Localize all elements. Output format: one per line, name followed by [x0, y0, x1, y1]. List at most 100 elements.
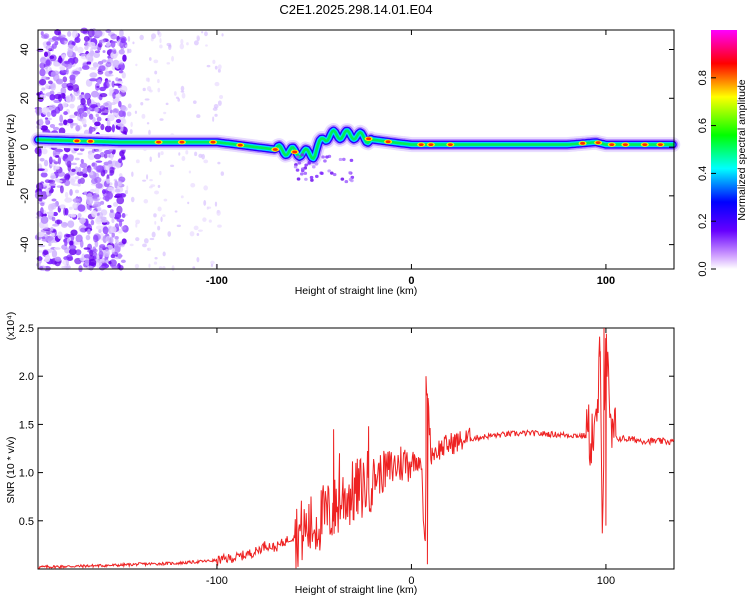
spectrogram-cell	[50, 175, 57, 179]
spectrogram-cell	[119, 192, 127, 198]
spectrogram-cell	[117, 253, 122, 259]
spectrogram-hotspot-core	[210, 140, 216, 144]
spectrogram-cell	[41, 236, 46, 240]
spectrogram-cell	[71, 162, 77, 166]
spectrogram-cell	[64, 61, 71, 65]
spectrogram-cell	[67, 44, 75, 49]
spectrogram-cell	[52, 126, 60, 131]
spectrogram-cell	[39, 68, 46, 77]
spectrogram-cell	[62, 259, 69, 266]
spectrogram-x-tick-label: -100	[206, 275, 228, 287]
spectrogram-cell	[139, 34, 144, 41]
spectrogram-cell	[118, 60, 124, 66]
spectrogram-cell	[94, 176, 102, 184]
spectrogram-cell	[327, 169, 331, 173]
spectrogram-cell	[59, 114, 64, 123]
spectrogram-hotspot-core	[428, 143, 434, 147]
spectrogram-cell	[48, 104, 57, 110]
spectrogram-cell	[118, 100, 122, 108]
spectrogram-cell	[72, 84, 80, 92]
spectrogram-cell	[111, 80, 115, 88]
spectrogram-cell	[89, 66, 97, 70]
spectrogram-cell	[157, 79, 160, 84]
spectrogram-y-tick-label: 40	[19, 43, 31, 55]
spectrogram-cell	[107, 114, 115, 122]
spectrogram-cell	[115, 93, 122, 99]
spectrogram-cell	[109, 166, 115, 174]
spectrogram-x-label: Height of straight line (km)	[295, 285, 418, 297]
colorbar-tick-label: 0.2	[697, 214, 709, 229]
spectrogram-cell	[153, 59, 159, 64]
spectrogram-cell	[116, 218, 125, 223]
spectrogram-cell	[41, 92, 47, 99]
spectrogram-cell	[50, 71, 56, 78]
spectrogram-cell	[206, 206, 209, 210]
spectrogram-cell	[143, 238, 149, 244]
spectrogram-cell	[153, 213, 157, 218]
spectrogram-cell	[114, 235, 119, 240]
spectrogram-cell	[135, 63, 138, 67]
spectrogram-hotspot-core	[447, 143, 453, 147]
snr-x-tick-label: 100	[597, 575, 615, 587]
spectrogram-cell	[111, 124, 115, 133]
spectrogram-cell	[106, 178, 110, 185]
spectrogram-cell	[111, 48, 117, 54]
spectrogram-cell	[181, 92, 186, 99]
spectrogram-cell	[85, 234, 91, 241]
snr-y-label: SNR (10 * v/v)	[5, 436, 17, 503]
spectrogram-cell	[44, 254, 51, 263]
spectrogram-cell	[154, 256, 158, 260]
spectrogram-cell	[110, 40, 116, 48]
spectrogram-cell	[48, 210, 54, 216]
spectrogram-cell	[62, 76, 68, 83]
spectrogram-cell	[121, 106, 128, 112]
spectrogram-cell	[51, 216, 56, 222]
spectrogram-cell	[154, 220, 157, 225]
snr-y-tick-label: 2.0	[19, 371, 34, 383]
spectrogram-cell	[96, 206, 102, 212]
spectrogram-hotspot-core	[580, 141, 586, 145]
spectrogram-cell	[300, 167, 305, 171]
spectrogram-cell	[63, 119, 68, 126]
spectrogram-cell	[40, 207, 44, 215]
spectrogram-cell	[38, 244, 46, 248]
spectrogram-cell	[208, 219, 212, 223]
spectrogram-cell	[98, 65, 106, 72]
spectrogram-cell	[304, 177, 308, 181]
spectrogram-cell	[323, 159, 327, 163]
spectrogram-cell	[95, 160, 103, 163]
spectrogram-cell	[79, 162, 88, 169]
spectrogram-cell	[101, 189, 106, 195]
snr-scale-label: (x10⁴)	[5, 312, 17, 340]
spectrogram-cell	[114, 242, 119, 249]
spectrogram-cell	[100, 209, 108, 216]
spectrogram-hotspot-core	[272, 148, 278, 151]
spectrogram-cell	[310, 178, 314, 182]
spectrogram-cell	[70, 229, 78, 236]
spectrogram-cell	[166, 62, 171, 65]
spectrogram-cell	[112, 108, 120, 114]
spectrogram-cell	[116, 80, 124, 85]
spectrogram-cell	[217, 68, 221, 73]
spectrogram-cell	[36, 182, 44, 191]
spectrogram-cell	[171, 55, 175, 62]
spectrogram-hotspot-core	[179, 140, 185, 144]
spectrogram-cell	[66, 254, 73, 261]
spectrogram-cell	[102, 81, 110, 89]
spectrogram-cell	[77, 204, 86, 212]
spectrogram-hotspot-core	[237, 143, 243, 147]
spectrogram-cell	[159, 170, 162, 176]
spectrogram-cell	[112, 91, 116, 99]
spectrogram-cell	[41, 148, 48, 155]
spectrogram-cell	[309, 175, 314, 180]
spectrogram-cell	[109, 211, 115, 219]
snr-y-tick-label: 2.5	[19, 323, 34, 335]
spectrogram-cell	[214, 201, 218, 207]
spectrogram-cell	[91, 162, 98, 168]
spectrogram-cell	[57, 57, 63, 64]
spectrogram-cell	[89, 171, 94, 176]
spectrogram-cell	[193, 225, 199, 231]
spectrogram-cell	[84, 190, 88, 196]
spectrogram-cell	[53, 94, 62, 100]
colorbar-label: Normalized spectral amplitude	[736, 79, 748, 220]
